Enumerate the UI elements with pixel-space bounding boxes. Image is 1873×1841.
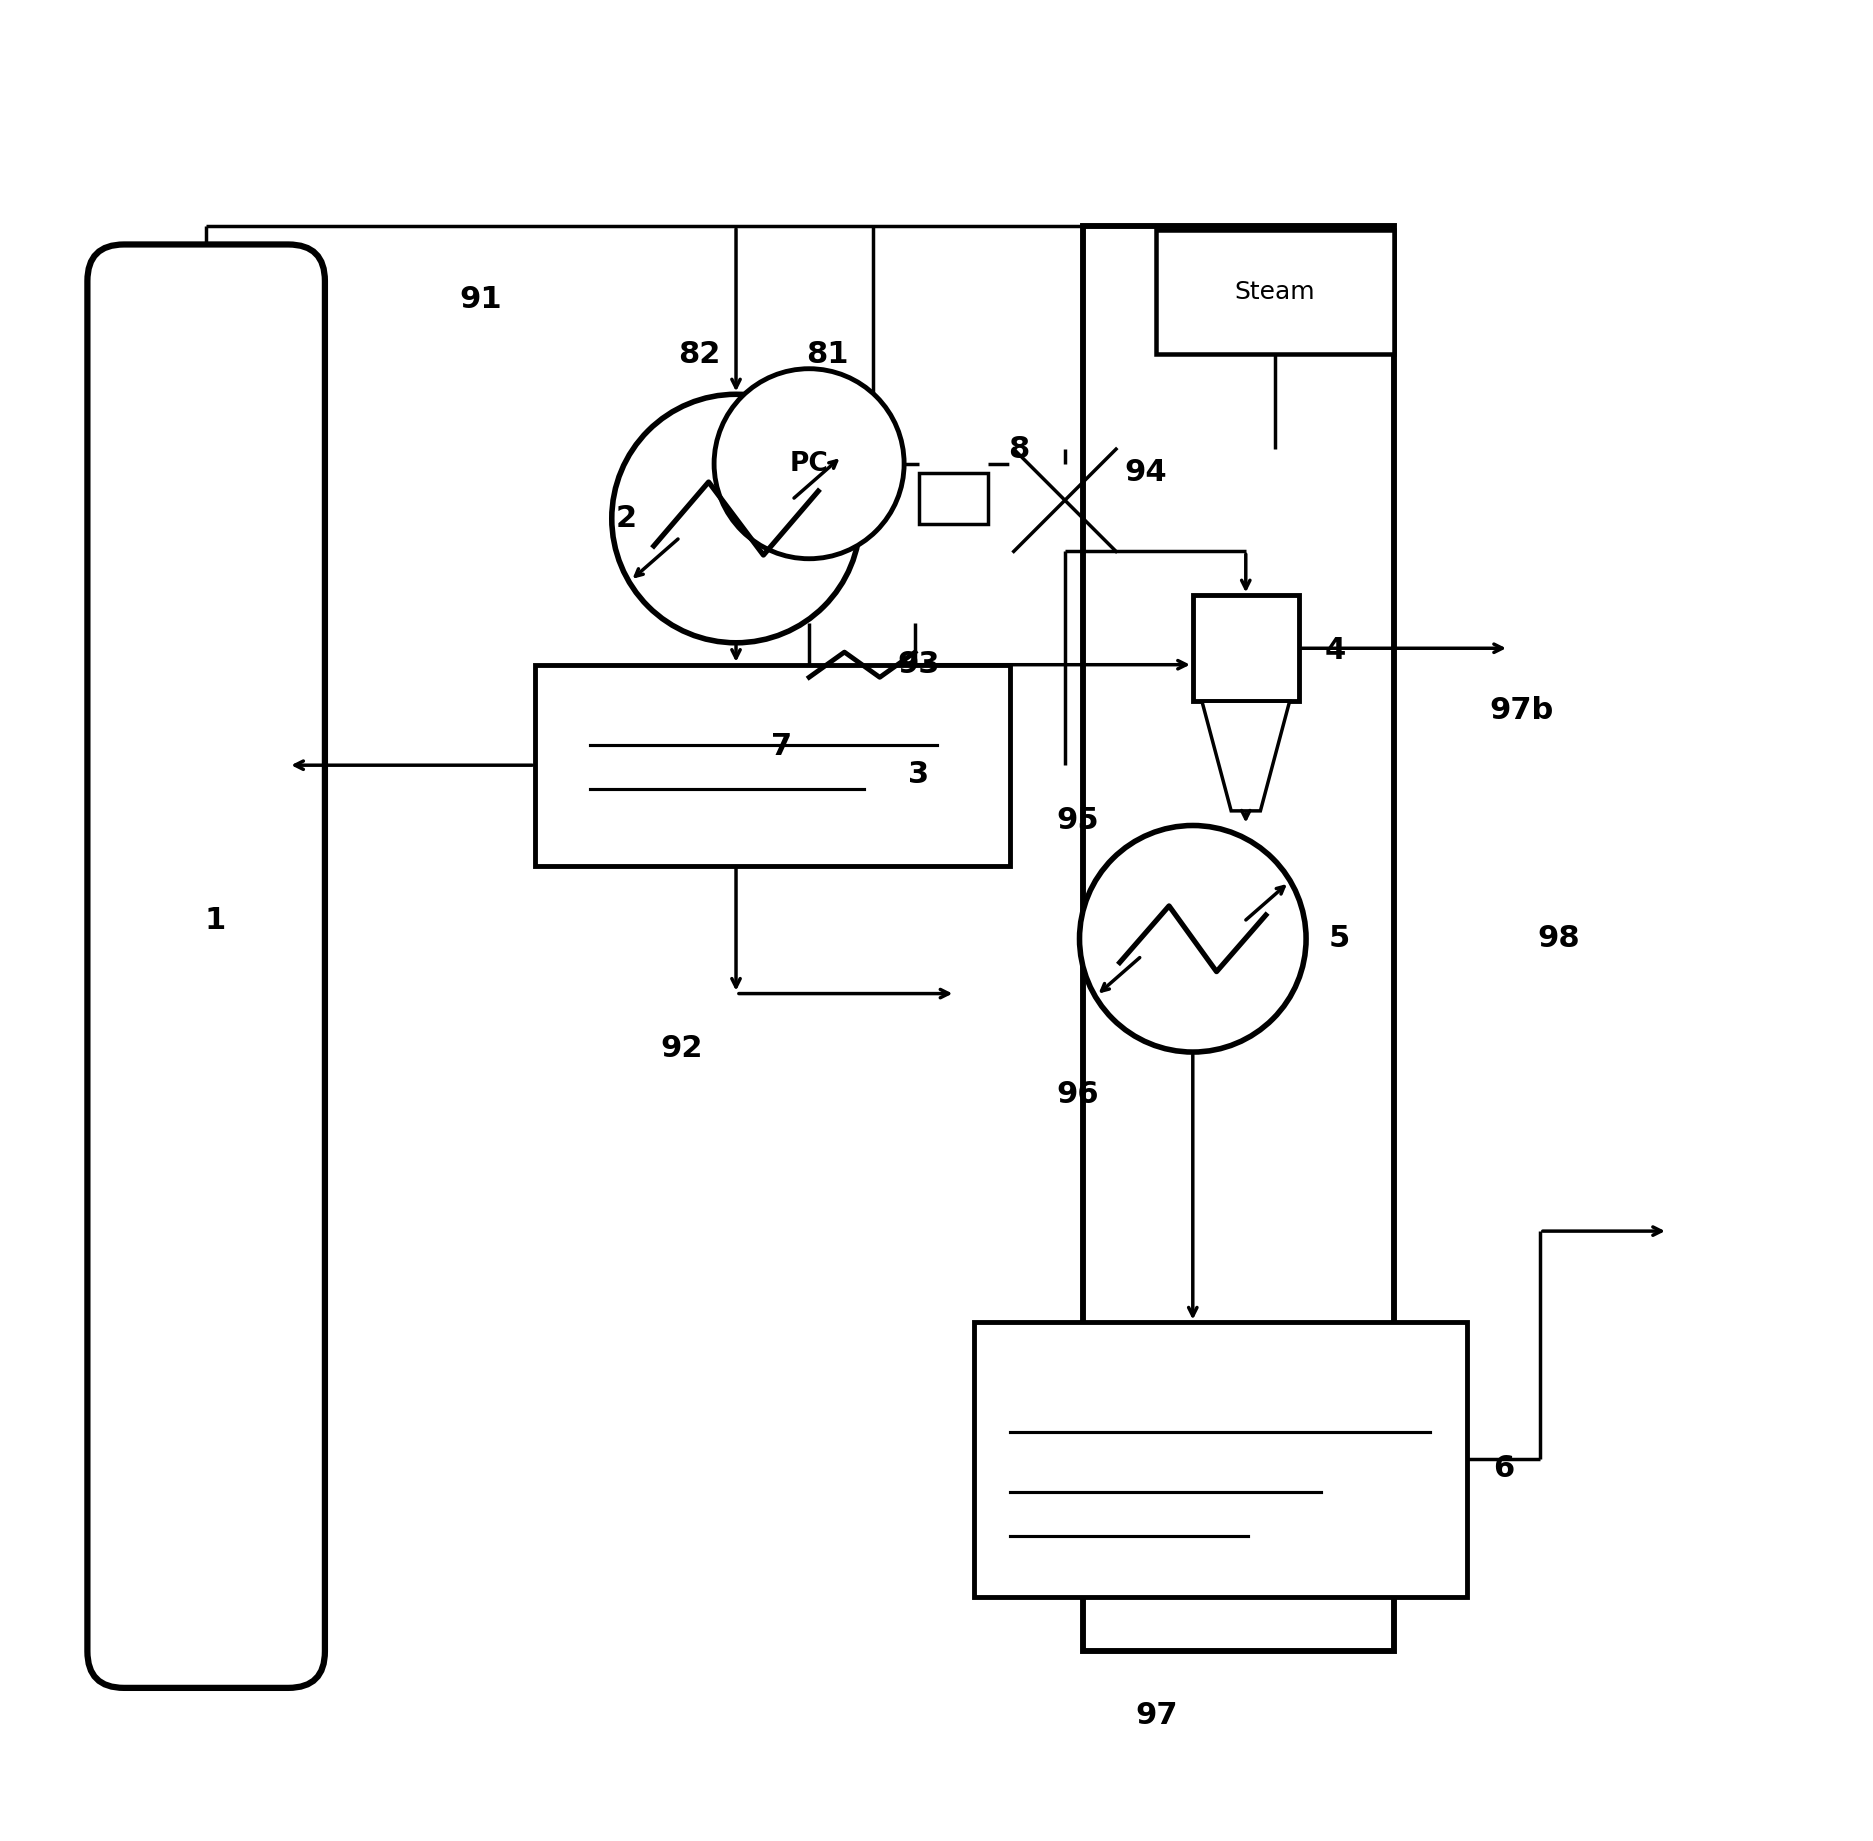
Circle shape — [1079, 825, 1305, 1051]
Text: 95: 95 — [1056, 806, 1098, 834]
Text: 98: 98 — [1536, 924, 1579, 954]
Polygon shape — [1013, 449, 1116, 552]
Text: 97: 97 — [1135, 1701, 1176, 1731]
Bar — [972, 1322, 1467, 1596]
Text: 4: 4 — [1324, 635, 1345, 665]
Text: 1: 1 — [204, 906, 227, 935]
Text: 3: 3 — [908, 760, 929, 788]
Text: 97b: 97b — [1489, 696, 1553, 725]
Text: 2: 2 — [616, 504, 637, 534]
Bar — [918, 473, 987, 525]
Bar — [536, 665, 1010, 865]
Polygon shape — [1013, 449, 1116, 552]
Text: 91: 91 — [459, 285, 502, 313]
Text: 82: 82 — [678, 339, 721, 368]
Circle shape — [714, 368, 903, 558]
Text: 5: 5 — [1328, 924, 1349, 954]
Text: 7: 7 — [770, 733, 792, 762]
Bar — [1083, 226, 1394, 1651]
Text: PC: PC — [789, 451, 828, 477]
Text: 81: 81 — [805, 339, 848, 368]
Polygon shape — [1201, 701, 1289, 810]
Text: 96: 96 — [1056, 1079, 1098, 1108]
Text: 8: 8 — [1008, 434, 1030, 464]
Text: 94: 94 — [1124, 458, 1167, 488]
Text: 6: 6 — [1493, 1454, 1513, 1484]
Text: Steam: Steam — [1234, 280, 1315, 304]
Text: 93: 93 — [897, 650, 940, 679]
Text: 92: 92 — [659, 1035, 702, 1062]
Bar — [1156, 230, 1394, 353]
FancyBboxPatch shape — [88, 245, 324, 1688]
Bar — [1191, 595, 1298, 701]
Circle shape — [611, 394, 860, 643]
